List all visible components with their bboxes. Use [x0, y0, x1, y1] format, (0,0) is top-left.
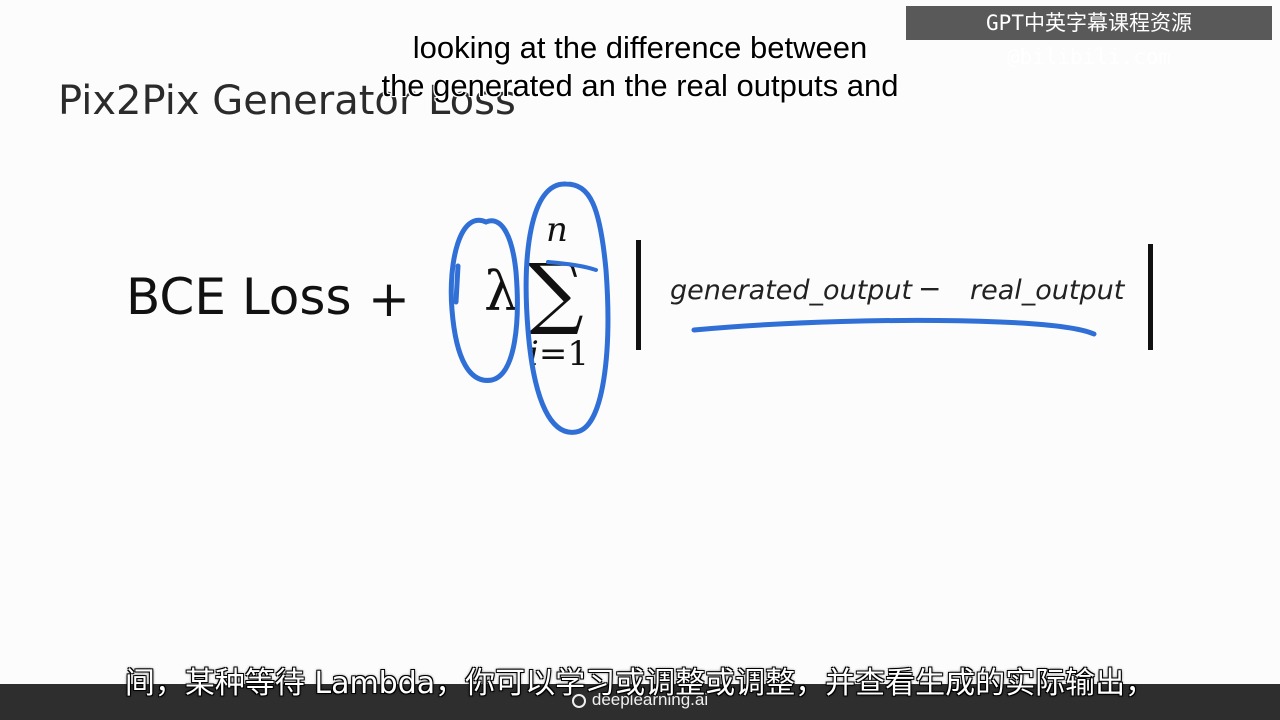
generated-output-term: generated_output: [670, 275, 913, 306]
sum-lower-limit: i=1: [528, 334, 589, 374]
sum-upper-limit: n: [546, 210, 568, 250]
underline-annotation: [691, 317, 1097, 337]
plus-sign: +: [368, 270, 410, 328]
slide-title: Pix2Pix Generator Loss: [58, 78, 516, 124]
lambda-symbol: λ: [484, 260, 519, 323]
bce-loss-term: BCE Loss: [126, 268, 352, 326]
brand-label: deeplearning.ai: [0, 690, 1280, 710]
watermark-badge: GPT中英字幕课程资源@bilibili.com: [906, 6, 1272, 69]
brand-text: deeplearning.ai: [591, 690, 709, 709]
footer-bar: [0, 684, 1280, 720]
minus-sign: −: [918, 272, 942, 305]
sum-index-start: =1: [538, 334, 589, 374]
sum-index-var: i: [528, 334, 539, 374]
english-subtitle-line-2: the generated an the real outputs and: [381, 68, 899, 103]
deeplearning-logo-icon: [571, 694, 586, 708]
real-output-term: real_output: [970, 275, 1125, 306]
abs-bar-right: [1148, 244, 1153, 350]
sigma-symbol: ∑: [528, 248, 584, 338]
lambda-tick-annotation: [453, 263, 461, 305]
abs-bar-left: [636, 240, 641, 350]
chinese-subtitle: 间，某种等待 Lambda，你可以学习或调整或调整，并查看生成的实际输出，: [124, 666, 1156, 701]
english-subtitle-line-1: looking at the difference between: [412, 30, 868, 65]
